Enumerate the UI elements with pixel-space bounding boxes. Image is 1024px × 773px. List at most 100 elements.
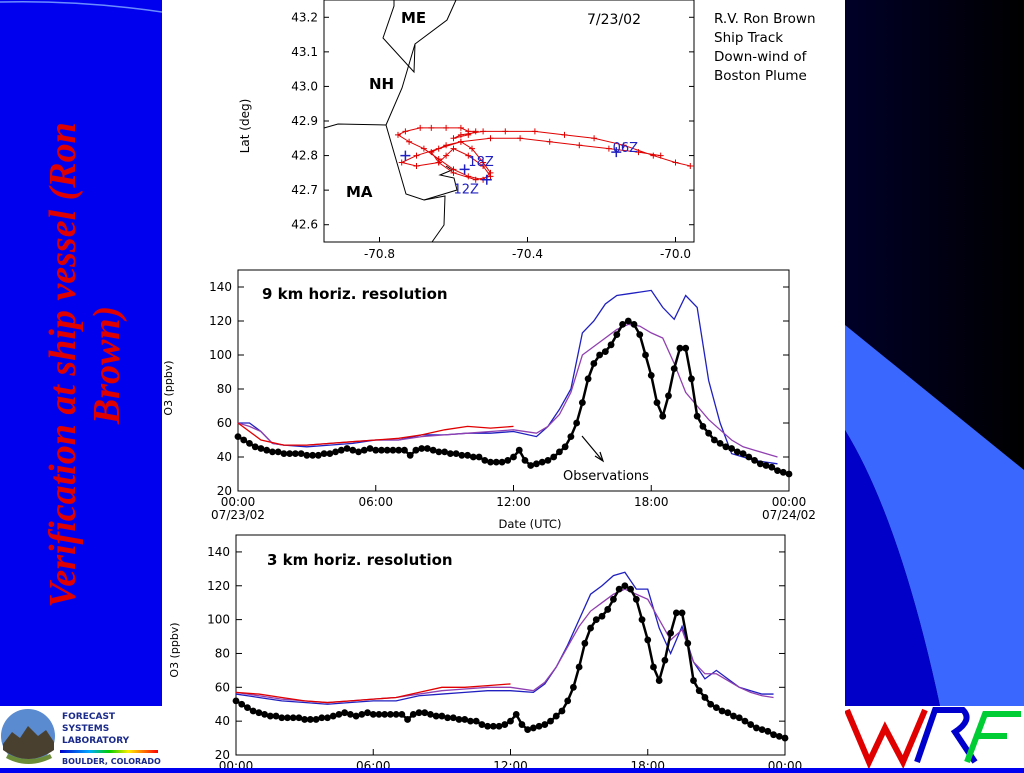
observation-point — [527, 462, 535, 469]
observation-point — [507, 717, 514, 725]
observation-point — [372, 446, 380, 454]
y-tick-label: 42.7 — [291, 183, 318, 197]
observation-point — [512, 710, 520, 718]
y-tick-label: 120 — [207, 579, 230, 593]
y-tick-label: 42.8 — [291, 149, 318, 163]
observation-point — [458, 451, 466, 459]
observation-point — [775, 732, 783, 740]
observation-point — [309, 451, 317, 459]
wrf-logo-graphic — [844, 707, 1021, 770]
observation-point — [774, 467, 781, 474]
track-point — [576, 142, 583, 149]
track-point — [472, 176, 479, 183]
observation-point — [632, 595, 640, 603]
track-point — [413, 152, 420, 159]
observation-point — [724, 709, 732, 717]
observation-point — [484, 722, 492, 730]
map-y-ticks: 42.6 42.7 42.8 42.9 43.0 43.1 43.2 — [291, 10, 694, 232]
observation-point — [415, 709, 423, 717]
track-point — [428, 149, 435, 156]
observation-point — [781, 734, 789, 742]
track-point — [650, 152, 657, 159]
x-tick-label: 06:00 — [358, 495, 393, 509]
observation-point — [678, 609, 686, 617]
observation-point — [286, 450, 294, 457]
observation-point — [676, 344, 684, 352]
track-point — [531, 128, 538, 135]
observation-point — [547, 717, 554, 725]
track-point — [546, 138, 553, 145]
chart-y-axis-label: O3 (ppbv) — [162, 360, 175, 415]
fsl-logo-location: BOULDER, COLORADO — [62, 757, 161, 766]
observation-point — [624, 317, 632, 325]
x-date-label: 07/24/02 — [762, 508, 816, 522]
observation-point — [684, 639, 692, 647]
observation-point — [636, 331, 644, 338]
observation-point — [401, 446, 408, 454]
y-tick-label: 43.1 — [291, 45, 318, 59]
y-ticks: 20 40 60 80 100 120 140 — [207, 545, 785, 762]
observation-point — [404, 716, 411, 723]
observation-point — [630, 321, 638, 328]
x-tick-label: 00:00 — [772, 495, 807, 509]
observation-point — [518, 721, 526, 728]
track-point — [420, 145, 427, 152]
observation-point — [289, 714, 297, 722]
track-point — [413, 162, 420, 169]
observation-point — [538, 458, 546, 466]
observation-point — [489, 722, 497, 730]
observation-point — [332, 448, 339, 456]
chart-title: 3 km horiz. resolution — [267, 551, 453, 569]
track-point — [672, 159, 679, 166]
track-point — [457, 138, 464, 145]
observation-point — [596, 351, 603, 359]
observation-point — [297, 450, 305, 457]
observation-point — [524, 726, 532, 734]
y-tick-label: 140 — [209, 280, 232, 294]
track-point — [450, 145, 457, 152]
y-tick-label: 42.9 — [291, 114, 318, 128]
observation-point — [627, 585, 634, 593]
observation-point — [716, 440, 724, 447]
observation-point — [435, 448, 443, 456]
map-x-ticks: -70.8 -70.4 -70.0 — [364, 237, 691, 261]
observation-point — [349, 446, 357, 454]
observation-point — [274, 448, 282, 456]
observation-point — [756, 460, 764, 468]
observation-point — [590, 360, 598, 367]
track-point — [443, 142, 450, 149]
o3-3km-chart: 3 km horiz. resolution O3 (ppbv) 20 40 60 8… — [168, 534, 802, 773]
observation-point — [621, 582, 629, 590]
observation-point — [324, 714, 331, 722]
observation-point — [301, 716, 309, 723]
observation-point — [378, 446, 385, 454]
slide-title: Verification at ship vessel (Ron Brown) — [42, 122, 128, 608]
observation-point — [366, 445, 374, 452]
observation-point — [728, 445, 736, 452]
observation-point — [693, 412, 701, 420]
decorative-sweep — [0, 0, 162, 13]
observation-point — [495, 722, 503, 730]
observation-point — [558, 707, 566, 715]
x-tick-label: 12:00 — [493, 759, 528, 768]
observation-point — [722, 443, 730, 451]
observation-point — [607, 341, 615, 349]
observation-point — [578, 399, 586, 406]
x-tick-label: 06:00 — [356, 759, 391, 768]
time-label: 18Z — [468, 155, 494, 170]
region-label: MA — [346, 183, 373, 201]
observation-point — [647, 372, 655, 379]
track-point — [457, 124, 464, 131]
fsl-logo-line: LABORATORY — [62, 736, 130, 746]
y-tick-label: 40 — [215, 714, 230, 728]
track-point — [406, 138, 413, 145]
y-tick-label: 40 — [217, 450, 232, 464]
observation-point — [544, 457, 552, 464]
observation-point — [764, 727, 772, 735]
observation-point — [498, 458, 506, 466]
track-point — [450, 166, 457, 173]
time-labels: 06Z 18Z 12Z — [454, 141, 639, 197]
y-tick-label: 120 — [209, 314, 232, 328]
observation-point — [739, 450, 747, 457]
track-point — [480, 128, 487, 135]
